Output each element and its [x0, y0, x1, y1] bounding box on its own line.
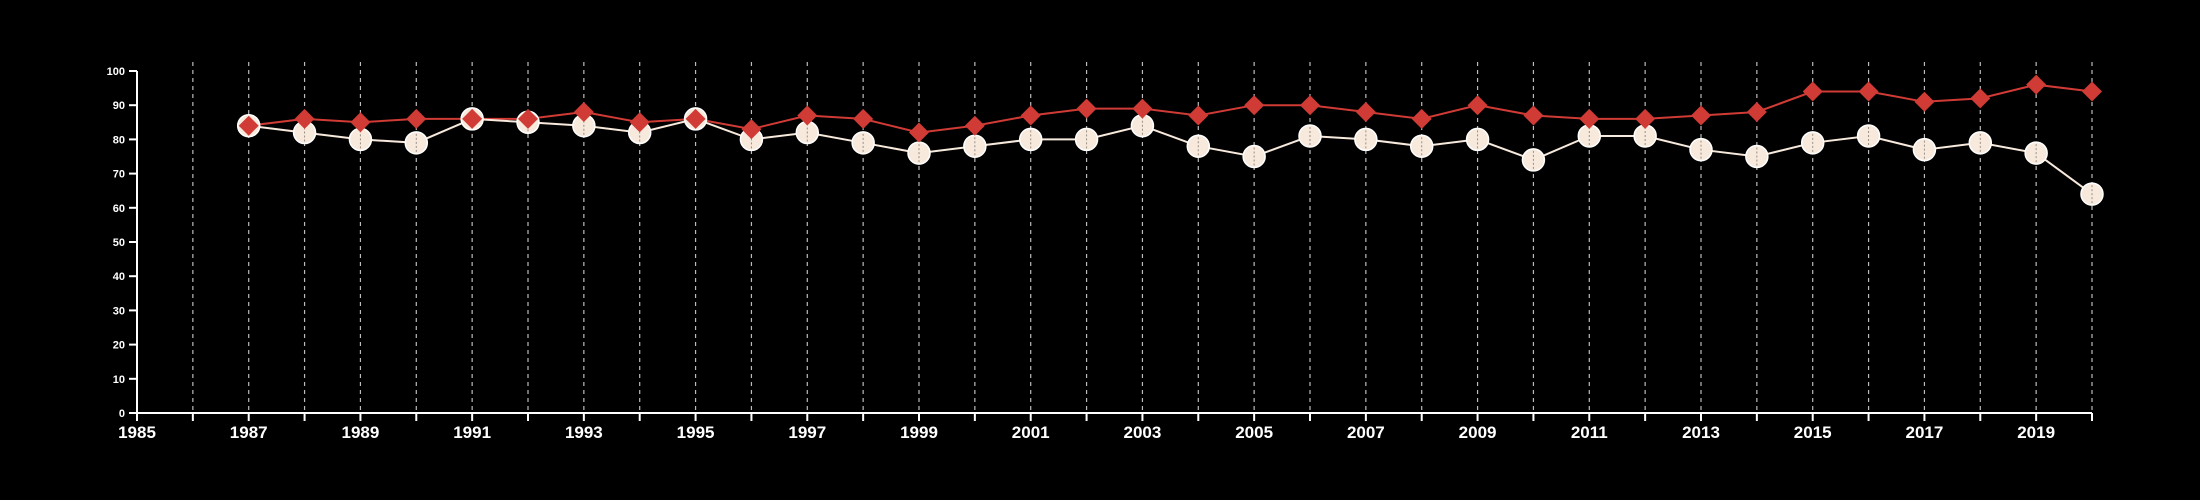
diamond-marker: [1076, 98, 1097, 119]
circle-marker: [1298, 124, 1322, 148]
circle-marker: [404, 131, 429, 155]
diamond-marker: [1746, 102, 1767, 123]
diamond-marker: [1467, 95, 1488, 116]
diamond-marker: [1914, 91, 1935, 112]
circle-marker: [1186, 134, 1211, 158]
circle-marker: [1018, 127, 1043, 152]
circle-marker: [851, 131, 875, 155]
circle-marker: [1745, 144, 1769, 169]
y-tick-label: 100: [107, 66, 125, 78]
diamond-marker: [518, 108, 538, 129]
x-tick-label: 1995: [677, 423, 715, 442]
y-tick-label: 0: [119, 408, 125, 420]
circle-marker: [1242, 144, 1266, 169]
y-tick-label: 60: [113, 203, 125, 215]
y-tick-label: 70: [113, 169, 125, 181]
x-tick-label: 2013: [1682, 423, 1720, 442]
circle-marker: [1409, 134, 1434, 158]
circle-marker: [1465, 127, 1490, 152]
series-lines: [248, 83, 2093, 195]
data-markers: [236, 74, 2104, 206]
diamond-marker: [1188, 105, 1209, 126]
diamond-marker: [1858, 81, 1879, 102]
axes: [129, 70, 2093, 421]
diamond-marker: [1579, 108, 1600, 129]
diamond-marker: [1132, 98, 1153, 119]
x-tick-label: 1985: [118, 423, 156, 442]
diamond-marker: [1691, 105, 1711, 126]
y-tick-label: 40: [113, 271, 125, 283]
circle-marker: [627, 120, 652, 145]
diamond-marker: [1523, 105, 1544, 126]
circle-marker: [1856, 124, 1881, 148]
diamond-marker: [462, 108, 483, 129]
diamond-marker: [1244, 95, 1265, 116]
series-line-0: [248, 83, 2093, 134]
series-line-1: [248, 117, 2093, 195]
x-tick-label: 2009: [1459, 423, 1497, 442]
circle-marker: [963, 134, 987, 158]
y-tick-label: 90: [113, 100, 125, 112]
circle-marker: [1521, 148, 1546, 172]
circle-marker: [1968, 131, 1993, 155]
diamond-marker: [909, 122, 929, 143]
diamond-marker: [238, 115, 259, 136]
diamond-marker: [629, 112, 650, 133]
diamond-marker: [294, 108, 315, 129]
x-tick-label: 1991: [453, 423, 491, 442]
circle-marker: [1800, 131, 1825, 155]
y-tick-label: 30: [113, 305, 125, 317]
x-tick-label: 1997: [788, 423, 826, 442]
x-tick-label: 1989: [342, 423, 380, 442]
diamond-marker: [1020, 105, 1041, 126]
diamond-marker: [350, 112, 371, 133]
x-tick-label: 2001: [1012, 423, 1050, 442]
x-tick-label: 2011: [1571, 423, 1608, 442]
diamond-marker: [1411, 108, 1432, 129]
diamond-marker: [685, 108, 706, 129]
diamond-marker: [964, 115, 985, 136]
circle-marker: [2080, 182, 2104, 206]
diamond-marker: [1355, 102, 1376, 123]
x-tick-label: 2017: [1906, 423, 1944, 442]
circle-marker: [1354, 127, 1378, 152]
diamond-marker: [797, 105, 818, 126]
diamond-marker: [2082, 81, 2102, 102]
circle-marker: [2024, 141, 2048, 165]
diamond-marker: [741, 119, 762, 140]
x-tick-label: 2019: [2017, 423, 2055, 442]
y-tick-label: 20: [113, 340, 125, 352]
circle-marker: [1689, 137, 1713, 162]
y-tick-label: 80: [113, 134, 125, 146]
x-tick-label: 1999: [900, 423, 938, 442]
x-tick-label: 1993: [565, 423, 603, 442]
x-tick-label: 2007: [1347, 423, 1385, 442]
diamond-marker: [406, 108, 427, 129]
x-tick-label: 1987: [230, 423, 268, 442]
x-tick-label: 2015: [1794, 423, 1832, 442]
y-tick-label: 50: [113, 237, 125, 249]
y-tick-label: 10: [113, 374, 125, 386]
diamond-marker: [1300, 95, 1320, 116]
diamond-marker: [853, 108, 874, 129]
circle-marker: [1074, 127, 1099, 152]
diamond-marker: [573, 102, 594, 123]
diamond-marker: [1635, 108, 1656, 129]
diamond-marker: [2026, 74, 2047, 95]
x-tick-label: 2005: [1235, 423, 1273, 442]
diamond-marker: [1970, 88, 1991, 109]
circle-marker: [348, 127, 373, 152]
circle-marker: [1912, 137, 1937, 162]
diamond-marker: [1802, 81, 1823, 102]
circle-marker: [907, 141, 931, 165]
x-tick-label: 2003: [1124, 423, 1162, 442]
tick-labels: 0 10 20 30 40 50 60 70 80 90 100 1985 1987 1989 1991 19…: [107, 66, 2055, 442]
